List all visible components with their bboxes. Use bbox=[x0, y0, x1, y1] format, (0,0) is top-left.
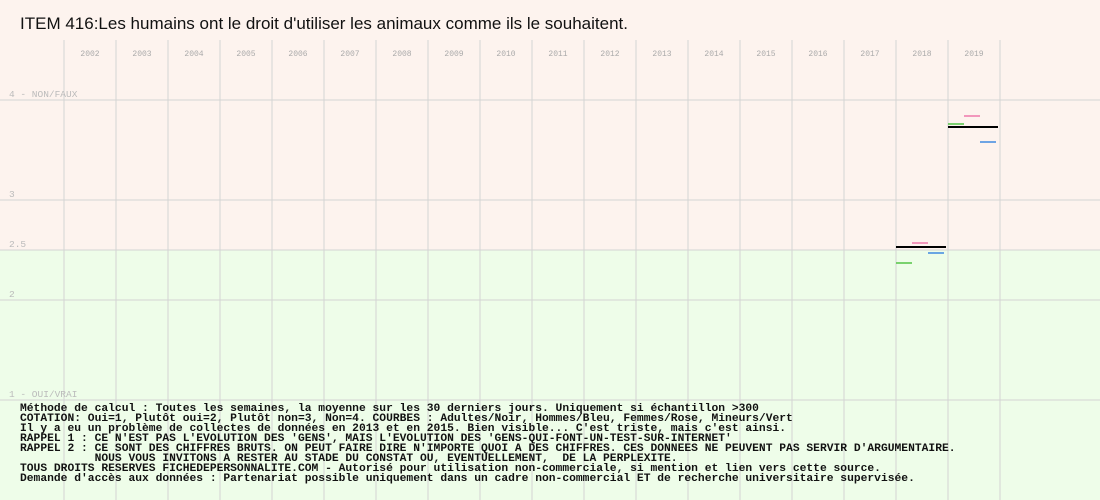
x-tick-label: 2015 bbox=[756, 50, 775, 59]
zone bbox=[0, 250, 1100, 500]
zone bbox=[0, 40, 1100, 250]
x-tick-label: 2018 bbox=[912, 50, 931, 59]
x-tick-label: 2010 bbox=[496, 50, 515, 59]
note: RAPPEL 1 : CE N'EST PAS L'EVOLUTION DES … bbox=[20, 433, 732, 445]
x-tick-label: 2003 bbox=[132, 50, 151, 59]
x-tick-label: 2013 bbox=[652, 50, 671, 59]
note: Il y a eu un problème de collectes de do… bbox=[20, 423, 786, 435]
x-tick-label: 2004 bbox=[184, 50, 203, 59]
x-tick-label: 2019 bbox=[964, 50, 983, 59]
note: COTATION: Oui=1, Plutôt oui=2, Plutôt no… bbox=[20, 413, 793, 425]
x-tick-label: 2007 bbox=[340, 50, 359, 59]
x-tick-label: 2017 bbox=[860, 50, 879, 59]
x-tick-label: 2008 bbox=[392, 50, 411, 59]
y-tick-label: 2 bbox=[9, 289, 15, 300]
y-tick-label: 2.5 bbox=[9, 239, 26, 250]
note: Méthode de calcul : Toutes les semaines,… bbox=[20, 403, 759, 415]
note: RAPPEL 2 : CE SONT DES CHIFFRES BRUTS. O… bbox=[20, 443, 956, 455]
note: TOUS DROITS RESERVES FICHEDEPERSONNALITE… bbox=[20, 463, 881, 475]
note: Demande d'accès aux données : Partenaria… bbox=[20, 473, 915, 485]
chart-title: ITEM 416:Les humains ont le droit d'util… bbox=[20, 14, 628, 33]
y-tick-label: 4 - NON/FAUX bbox=[9, 89, 78, 100]
y-tick-label: 1 - OUI/VRAI bbox=[9, 389, 77, 400]
x-tick-label: 2016 bbox=[808, 50, 827, 59]
x-tick-label: 2009 bbox=[444, 50, 463, 59]
note: NOUS VOUS INVITONS A RESTER AU STADE DU … bbox=[20, 453, 678, 465]
x-tick-label: 2011 bbox=[548, 50, 567, 59]
x-tick-label: 2005 bbox=[236, 50, 255, 59]
x-tick-label: 2006 bbox=[288, 50, 307, 59]
background bbox=[0, 40, 1100, 500]
x-tick-label: 2014 bbox=[704, 50, 723, 59]
x-tick-label: 2012 bbox=[600, 50, 619, 59]
x-tick-label: 2002 bbox=[80, 50, 99, 59]
y-tick-label: 3 bbox=[9, 189, 15, 200]
